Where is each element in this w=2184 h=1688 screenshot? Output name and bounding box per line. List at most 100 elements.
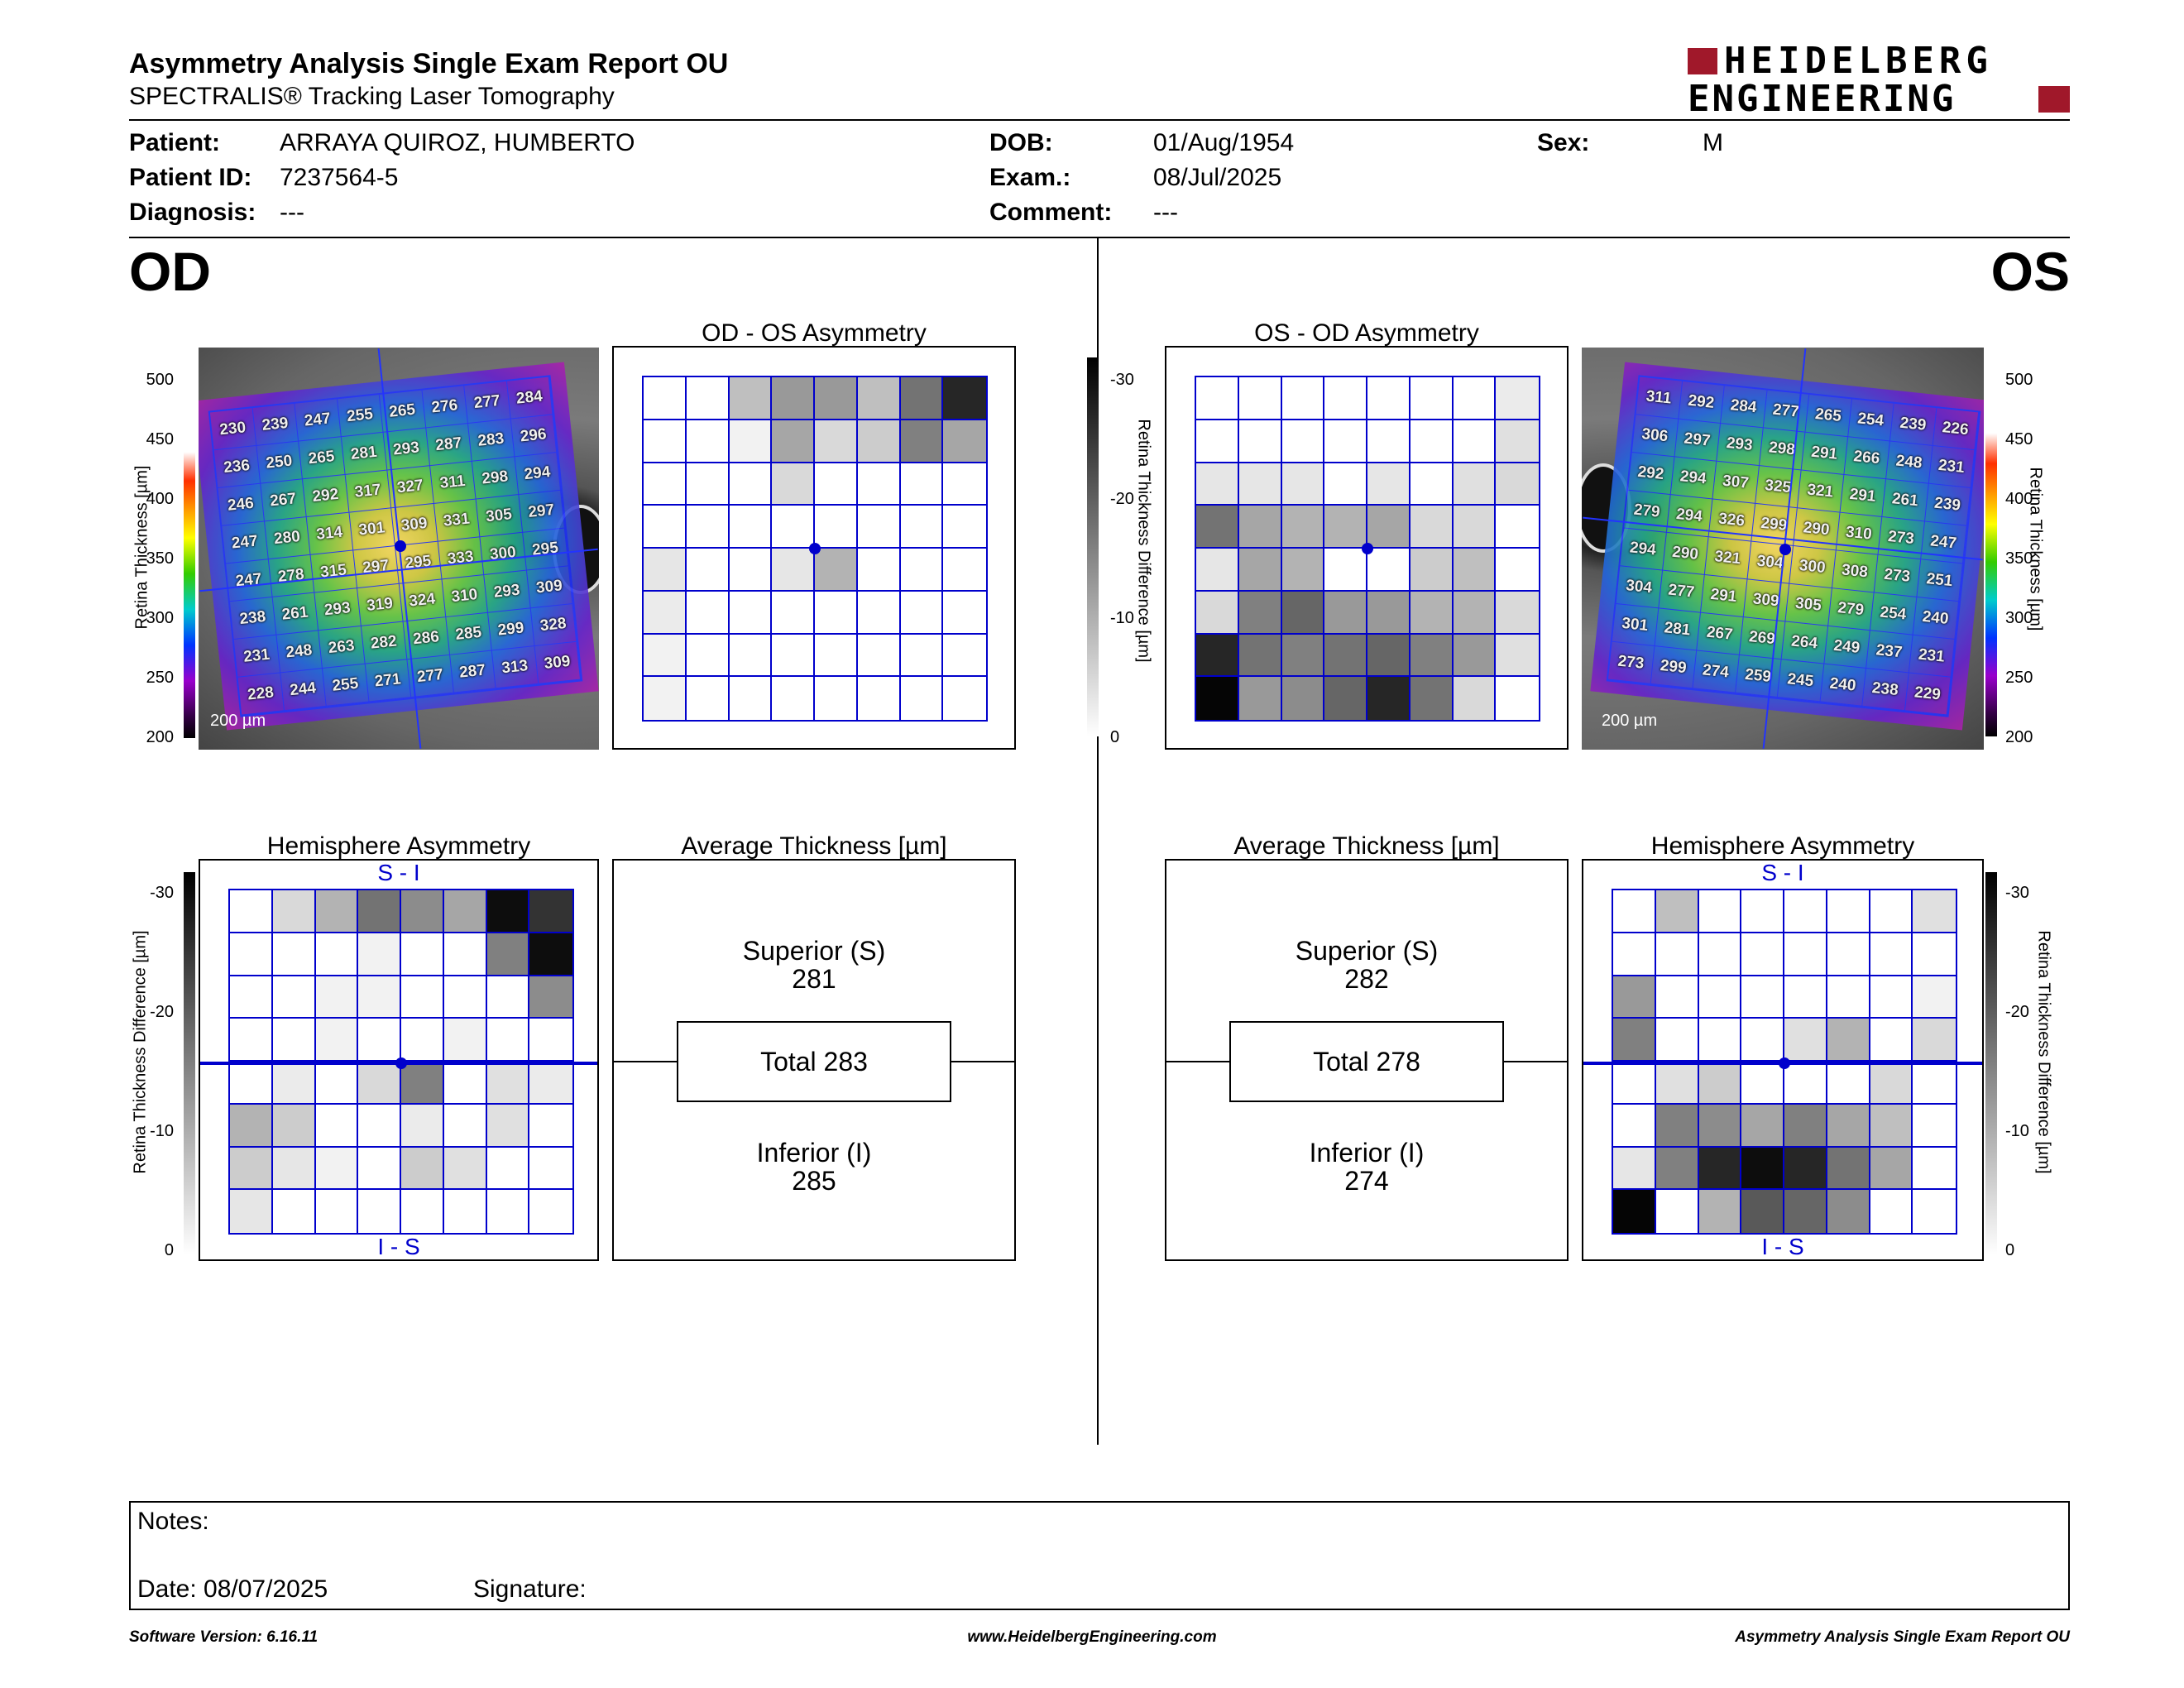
od-hemi-tick-label: -30 xyxy=(150,884,174,902)
os-asymmetry-cell xyxy=(1410,506,1454,549)
os-hemi-scale-label: Retina Thickness Difference [µm] xyxy=(2034,930,2053,1174)
os-thickness-cell: 248 xyxy=(1886,441,1933,484)
os-thickness-cell: 297 xyxy=(1674,419,1721,462)
od-asymmetry-cell xyxy=(815,591,858,635)
od-thickness-tick-label: 500 xyxy=(146,371,174,389)
od-thickness-cell: 247 xyxy=(295,399,342,442)
os-thickness-cell: 259 xyxy=(1735,655,1782,698)
od-hemi-cell xyxy=(443,1147,487,1191)
center-diff-scale-label: Retina Thickness Difference [µm] xyxy=(1134,419,1153,663)
od-hemi-cell xyxy=(443,1104,487,1148)
od-asymmetry-center xyxy=(809,543,821,554)
os-asymmetry-cell xyxy=(1410,377,1454,420)
os-thickness-cell: 251 xyxy=(1916,559,1963,602)
od-asymmetry-cell xyxy=(943,591,986,635)
dob-label: DOB: xyxy=(989,129,1053,156)
od-asymmetry-cell xyxy=(686,420,730,463)
os-hemi-cell xyxy=(1655,976,1699,1019)
od-asymmetry-cell xyxy=(729,506,773,549)
od-thickness-cell: 281 xyxy=(341,432,388,475)
os-asymmetry-cell xyxy=(1410,677,1454,720)
od-asymmetry-cell xyxy=(772,463,815,506)
os-thickness-cell: 273 xyxy=(1874,554,1921,597)
os-asymmetry-cell xyxy=(1281,420,1325,463)
heidelberg-logo: HEIDELBERG ENGINEERING xyxy=(1688,43,2070,119)
os-asymmetry-cell xyxy=(1281,377,1325,420)
os-thickness-cell: 293 xyxy=(1717,423,1764,467)
od-thickness-cell: 231 xyxy=(233,635,280,678)
os-thickness-color-scale xyxy=(1985,357,1997,736)
od-asymmetry-cell xyxy=(900,506,944,549)
os-hemi-cell xyxy=(1913,890,1956,933)
os-hemi-cell xyxy=(1655,933,1699,976)
os-asymmetry-cell xyxy=(1496,463,1539,506)
od-thickness-cell: 300 xyxy=(480,532,527,575)
os-asymmetry-cell xyxy=(1453,549,1497,592)
od-thickness-cell: 255 xyxy=(322,664,370,707)
os-hemi-cell xyxy=(1784,890,1827,933)
od-scale-label: 200 µm xyxy=(210,712,266,730)
center-diff-tick-label: 0 xyxy=(1110,728,1120,746)
os-thickness-cell: 265 xyxy=(1805,395,1852,438)
od-asymmetry-cell xyxy=(729,420,773,463)
od-thickness-color-scale xyxy=(184,381,195,738)
od-hemi-cell xyxy=(401,1147,444,1191)
os-hemi-cell xyxy=(1741,976,1784,1019)
os-hemi-cell xyxy=(1784,1104,1827,1148)
os-superior-value: 282 xyxy=(1344,964,1389,994)
od-asymmetry-cell xyxy=(815,377,858,420)
od-thickness-cell: 246 xyxy=(218,483,265,526)
os-asymmetry-cell xyxy=(1496,377,1539,420)
od-hemi-cell xyxy=(272,1019,316,1062)
od-asymmetry-cell xyxy=(686,463,730,506)
od-asymmetry-cell xyxy=(772,591,815,635)
od-thickness-cell: 265 xyxy=(299,437,346,480)
os-asymmetry-cell xyxy=(1367,506,1410,549)
od-thickness-cell: 331 xyxy=(433,499,481,542)
od-superior-label: Superior (S) xyxy=(742,936,886,966)
center-diff-tick-label: -10 xyxy=(1110,609,1134,627)
os-thickness-cell: 306 xyxy=(1631,415,1679,458)
od-thickness-cell: 298 xyxy=(472,457,519,500)
od-thickness-cell: 239 xyxy=(252,403,299,446)
od-hemi-cell xyxy=(443,1062,487,1105)
od-hemi-cell xyxy=(486,976,530,1019)
os-asymmetry-cell xyxy=(1196,463,1239,506)
os-hemi-cell xyxy=(1913,1019,1956,1062)
od-hemi-cell xyxy=(230,1019,273,1062)
os-thickness-cell: 291 xyxy=(1700,574,1747,618)
os-asymmetry-cell xyxy=(1410,591,1454,635)
os-thickness-cell: 292 xyxy=(1627,452,1674,496)
od-hemi-cell xyxy=(272,1190,316,1233)
os-hemi-cell xyxy=(1613,933,1656,976)
os-thickness-cell: 292 xyxy=(1678,381,1725,424)
os-hemi-cell xyxy=(1870,1104,1913,1148)
os-hemi-gray-scale xyxy=(1985,872,1997,1254)
os-asymmetry-cell xyxy=(1281,677,1325,720)
od-asymmetry-cell xyxy=(772,549,815,592)
od-thickness-tick-label: 400 xyxy=(146,490,174,508)
od-fundus-image: 230 239 247 255 265 276 277 284 236 250 265 281 293 2… xyxy=(199,348,599,750)
os-thickness-cell: 291 xyxy=(1840,474,1887,518)
od-hemi-cell xyxy=(358,890,401,933)
od-hemi-cell xyxy=(486,1190,530,1233)
os-thickness-cell: 307 xyxy=(1712,461,1760,504)
od-thickness-cell: 315 xyxy=(310,550,357,593)
od-thickness-cell: 277 xyxy=(464,381,511,424)
od-hemi-cell xyxy=(529,1147,572,1191)
os-asymmetry-cell xyxy=(1238,377,1282,420)
od-total-box: Total 283 xyxy=(677,1021,951,1102)
od-asymmetry-cell xyxy=(815,634,858,678)
os-hemi-tick-label: -20 xyxy=(2005,1003,2029,1021)
od-thickness-cell: 287 xyxy=(425,423,472,467)
logo-square-top xyxy=(1688,48,1717,74)
od-asymmetry-cell xyxy=(772,377,815,420)
notes-box[interactable]: Notes: Date: 08/07/2025 Signature: xyxy=(129,1501,2070,1610)
os-hemi-cell xyxy=(1870,1190,1913,1233)
os-asymmetry-center xyxy=(1362,543,1373,554)
report-title: Asymmetry Analysis Single Exam Report OU xyxy=(129,48,729,79)
os-hemi-tick-label: -10 xyxy=(2005,1122,2029,1140)
os-hemi-cell xyxy=(1613,1104,1656,1148)
dob-value: 01/Aug/1954 xyxy=(1153,129,1295,156)
os-asymmetry-cell xyxy=(1238,591,1282,635)
